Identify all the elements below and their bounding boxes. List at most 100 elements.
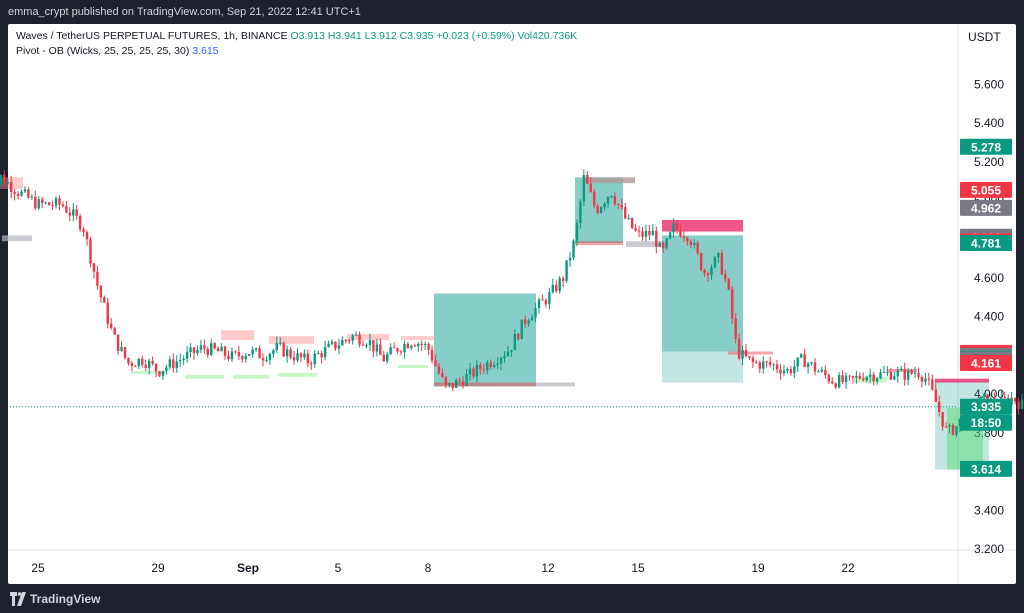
candle-body: [203, 345, 206, 349]
candle-body: [282, 342, 285, 357]
candle-body: [848, 375, 851, 377]
candle-body: [520, 319, 523, 340]
candle-body: [513, 333, 517, 351]
candle-body: [941, 412, 944, 427]
candle-body: [710, 267, 713, 276]
zone-pivot_low: [233, 374, 269, 379]
candle-body: [706, 273, 710, 276]
candle-body: [879, 372, 882, 379]
candle-body: [927, 378, 931, 380]
candle-body: [82, 229, 85, 233]
candle-body: [251, 349, 254, 355]
zone-bear_ob: [662, 219, 743, 232]
candle-body: [727, 279, 730, 290]
zone-grey_line: [626, 241, 671, 248]
price-label-bg: [960, 199, 1012, 216]
candle-body: [886, 371, 889, 373]
legend-indicator-row: Pivot - OB (Wicks, 25, 25, 25, 25, 30) 3…: [16, 44, 577, 59]
zone-pivot_high_line: [584, 177, 635, 184]
candle-body: [306, 353, 310, 364]
candle-body: [717, 252, 720, 258]
candle-body: [20, 191, 23, 196]
candle-body: [775, 364, 779, 370]
candle-body: [758, 362, 761, 369]
candle-body: [530, 317, 534, 321]
candle-body: [689, 241, 692, 245]
candle-body: [482, 369, 485, 371]
candle-body: [844, 375, 848, 383]
candle-body: [241, 356, 244, 360]
candle-body: [503, 356, 506, 359]
candle-body: [161, 371, 165, 376]
price-label-text: 3.935: [971, 400, 1001, 414]
candle-body: [472, 368, 475, 377]
candle-body: [544, 300, 548, 305]
candle-body: [227, 355, 230, 360]
candle-body: [92, 263, 96, 272]
candle-body: [296, 353, 299, 361]
candle-body: [158, 371, 161, 376]
publisher-bar: emma_crypt published on TradingView.com,…: [0, 0, 1024, 24]
candle-body: [334, 341, 337, 349]
candle-body: [382, 354, 385, 362]
candle-body: [900, 368, 903, 371]
tradingview-logo-icon: [10, 592, 26, 606]
y-tick-label: 5.600: [974, 77, 1004, 91]
candle-body: [655, 230, 658, 247]
y-tick-label: 3.400: [974, 503, 1004, 517]
candle-body: [737, 338, 741, 359]
candle-body: [265, 360, 268, 362]
candle-body: [858, 375, 862, 379]
candle-body: [492, 364, 496, 367]
candle-body: [499, 358, 503, 364]
x-tick-label: 5: [335, 561, 342, 575]
price-label-text: 5.055: [971, 183, 1001, 197]
candle-body: [437, 365, 441, 374]
zone-red_line: [887, 368, 917, 372]
candle-body: [103, 297, 106, 303]
candle-body: [351, 335, 354, 341]
candle-body: [620, 204, 623, 208]
candle-body: [548, 292, 551, 305]
legend-indicator-label[interactable]: Pivot - OB (Wicks, 25, 25, 25, 25, 30): [16, 45, 190, 57]
candle-body: [862, 378, 865, 381]
candle-body: [448, 383, 451, 385]
candle-body: [327, 343, 330, 348]
zone-grey_line: [536, 382, 575, 387]
countdown-bg: [960, 414, 1012, 431]
candle-body: [958, 418, 962, 427]
candle-body: [461, 381, 465, 386]
candle-body: [272, 350, 275, 354]
candle-body: [813, 362, 817, 372]
candle-body: [796, 357, 799, 367]
candle-body: [793, 366, 796, 374]
candle-body: [420, 343, 423, 345]
candle-body: [589, 183, 592, 192]
candle-body: [696, 242, 699, 254]
candle-body: [182, 358, 185, 361]
candle-body: [789, 369, 793, 374]
candle-body: [375, 344, 379, 352]
candle-body: [827, 375, 830, 382]
candle-body: [275, 343, 278, 351]
candle-body: [1003, 396, 1006, 398]
candle-body: [565, 260, 568, 281]
candle-body: [72, 209, 75, 216]
candle-body: [6, 182, 9, 184]
candle-body: [106, 302, 109, 324]
zone-bear_ob: [935, 378, 989, 383]
candle-body: [772, 364, 775, 366]
candle-body: [44, 202, 47, 204]
candle-body: [3, 174, 6, 184]
candle-body: [637, 230, 641, 232]
x-axis-ticks[interactable]: 25 29 Sep 5 8 12 15 19 22: [31, 561, 855, 575]
currency-label[interactable]: USDT: [968, 30, 1001, 44]
candle-body: [458, 380, 461, 382]
candle-body: [551, 284, 554, 293]
legend-symbol[interactable]: Waves / TetherUS PERPETUAL FUTURES, 1h, …: [16, 30, 288, 42]
candle-body: [75, 209, 78, 216]
candle-body: [875, 378, 879, 382]
candle-body: [54, 198, 58, 206]
candle-body: [613, 196, 617, 204]
